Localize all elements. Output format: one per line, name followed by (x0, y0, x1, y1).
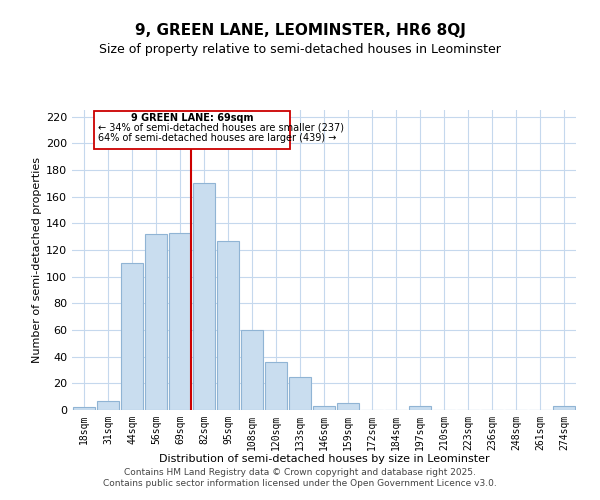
Bar (337, 404, 359, 410)
Text: Contains HM Land Registry data © Crown copyright and database right 2025.
Contai: Contains HM Land Registry data © Crown c… (103, 468, 497, 487)
Y-axis label: Number of semi-detached properties: Number of semi-detached properties (32, 157, 42, 363)
Text: ← 34% of semi-detached houses are smaller (237): ← 34% of semi-detached houses are smalle… (98, 122, 344, 132)
Bar (217, 240, 239, 410)
Text: 64% of semi-detached houses are larger (439) →: 64% of semi-detached houses are larger (… (98, 132, 337, 142)
Bar (121, 264, 143, 410)
Bar (289, 376, 311, 410)
Bar (409, 406, 431, 410)
Bar (313, 406, 335, 410)
Bar (97, 400, 119, 410)
Bar (169, 232, 191, 410)
Bar (73, 408, 95, 410)
Text: 9 GREEN LANE: 69sqm: 9 GREEN LANE: 69sqm (131, 112, 253, 122)
X-axis label: Distribution of semi-detached houses by size in Leominster: Distribution of semi-detached houses by … (158, 454, 490, 464)
Text: 9, GREEN LANE, LEOMINSTER, HR6 8QJ: 9, GREEN LANE, LEOMINSTER, HR6 8QJ (134, 22, 466, 38)
Bar (265, 362, 287, 410)
Bar (241, 330, 263, 410)
Bar (553, 406, 575, 410)
Bar (193, 184, 215, 410)
Bar (145, 234, 167, 410)
Text: Size of property relative to semi-detached houses in Leominster: Size of property relative to semi-detach… (99, 42, 501, 56)
FancyBboxPatch shape (94, 112, 290, 148)
